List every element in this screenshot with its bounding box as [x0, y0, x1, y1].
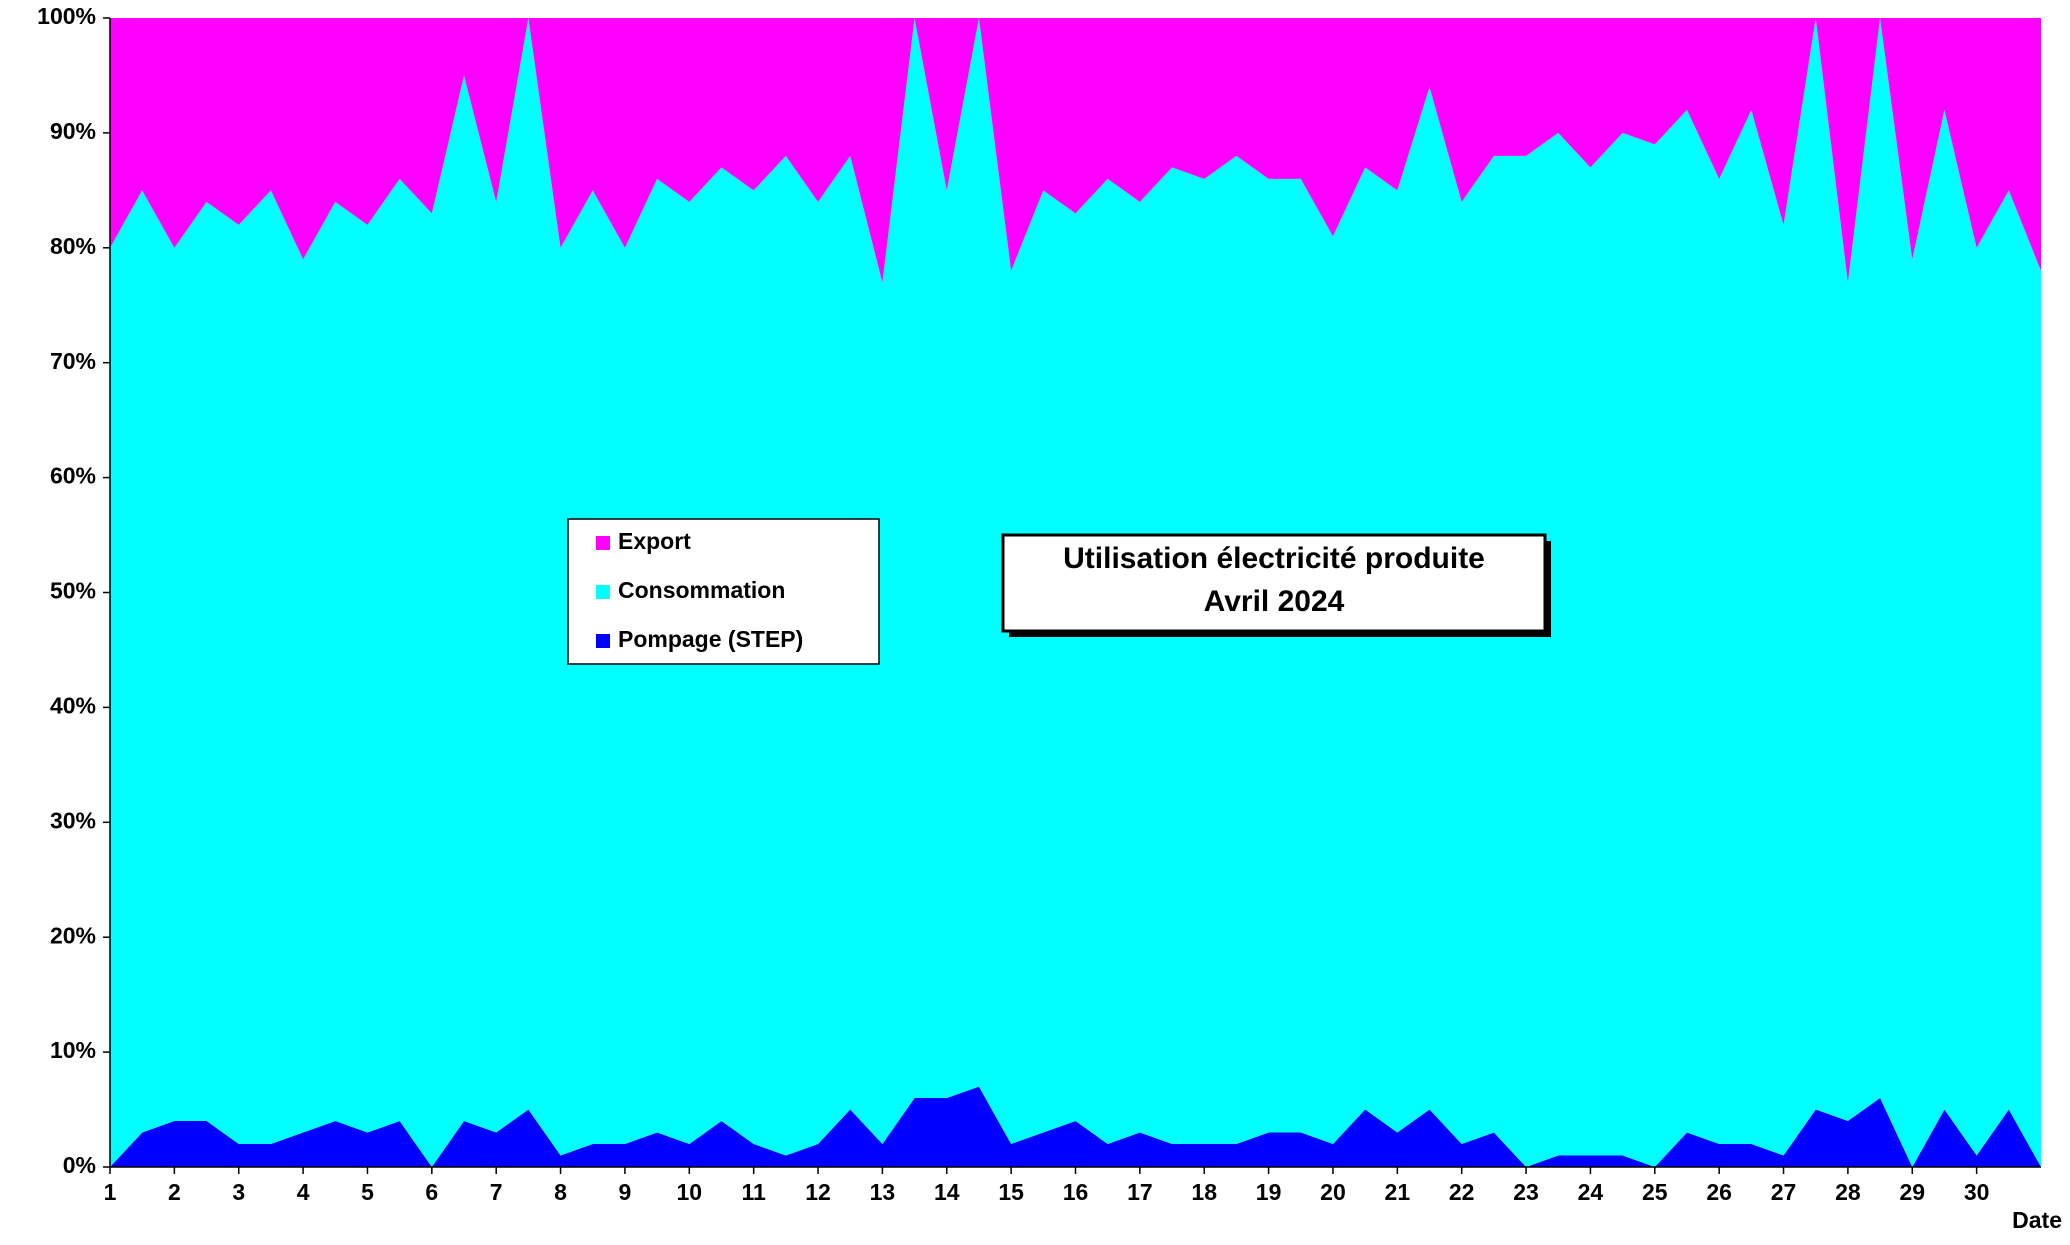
x-tick-label: 25	[1642, 1179, 1668, 1205]
axes: 0%10%20%30%40%50%60%70%80%90%100%1 2 3 4 5 6 7…	[37, 3, 2041, 1205]
x-tick-label: 9	[619, 1179, 632, 1205]
y-tick-label: 90%	[50, 118, 96, 144]
x-tick-label: 13	[870, 1179, 896, 1205]
x-tick-label: 30	[1964, 1179, 1990, 1205]
legend-label: Pompage (STEP)	[618, 626, 803, 652]
x-tick-label: 17	[1127, 1179, 1153, 1205]
y-tick-label: 50%	[50, 578, 96, 604]
y-tick-label: 0%	[63, 1152, 96, 1178]
area	[110, 18, 2041, 283]
x-tick-label: 10	[677, 1179, 703, 1205]
y-tick-label: 80%	[50, 233, 96, 259]
x-tick-label: 26	[1706, 1179, 1732, 1205]
x-tick-label: 16	[1063, 1179, 1089, 1205]
x-tick-label: 18	[1191, 1179, 1217, 1205]
chart-subtitle: Avril 2024	[1204, 585, 1345, 618]
legend: Export Consommation Pompage (STEP)	[567, 518, 880, 665]
legend-box	[567, 518, 880, 665]
x-tick-label: 1	[104, 1179, 117, 1205]
x-tick-label: 11	[742, 1179, 767, 1205]
x-tick-label: 22	[1449, 1179, 1475, 1205]
x-tick-label: 29	[1899, 1179, 1925, 1205]
legend-swatch	[596, 585, 610, 599]
x-tick-label: 27	[1771, 1179, 1797, 1205]
y-tick-label: 100%	[37, 3, 96, 29]
x-tick-label: 20	[1320, 1179, 1346, 1205]
y-tick-label: 20%	[50, 922, 96, 948]
x-tick-label: 6	[425, 1179, 438, 1205]
legend-label: Consommation	[618, 577, 785, 603]
title-frame	[1001, 533, 1547, 633]
legend-swatch	[596, 536, 610, 550]
x-tick-label: 2	[168, 1179, 181, 1205]
chart-title: Utilisation électricité produite	[1063, 542, 1485, 575]
y-tick-label: 30%	[50, 807, 96, 833]
title-box: Utilisation électricité produite Avril 2…	[1001, 533, 1551, 637]
x-tick-label: 15	[998, 1179, 1024, 1205]
x-tick-label: 28	[1835, 1179, 1861, 1205]
x-tick-label: 23	[1513, 1179, 1539, 1205]
x-tick-label: 21	[1385, 1179, 1411, 1205]
x-tick-label: 4	[297, 1179, 310, 1205]
x-tick-label: 14	[934, 1179, 960, 1205]
x-tick-label: 8	[554, 1179, 567, 1205]
y-tick-label: 40%	[50, 692, 96, 718]
area	[110, 1086, 2041, 1167]
legend-label: Export	[618, 528, 691, 554]
y-tick-label: 10%	[50, 1037, 96, 1063]
y-tick-label: 70%	[50, 348, 96, 374]
x-tick-label: 19	[1256, 1179, 1282, 1205]
x-axis-label: Date	[2012, 1207, 2062, 1233]
x-tick-label: 24	[1578, 1179, 1604, 1205]
x-tick-label: 3	[232, 1179, 245, 1205]
y-tick-label: 60%	[50, 463, 96, 489]
x-tick-label: 12	[805, 1179, 831, 1205]
x-tick-label: 7	[490, 1179, 503, 1205]
legend-swatch	[596, 634, 610, 648]
x-tick-label: 5	[361, 1179, 374, 1205]
